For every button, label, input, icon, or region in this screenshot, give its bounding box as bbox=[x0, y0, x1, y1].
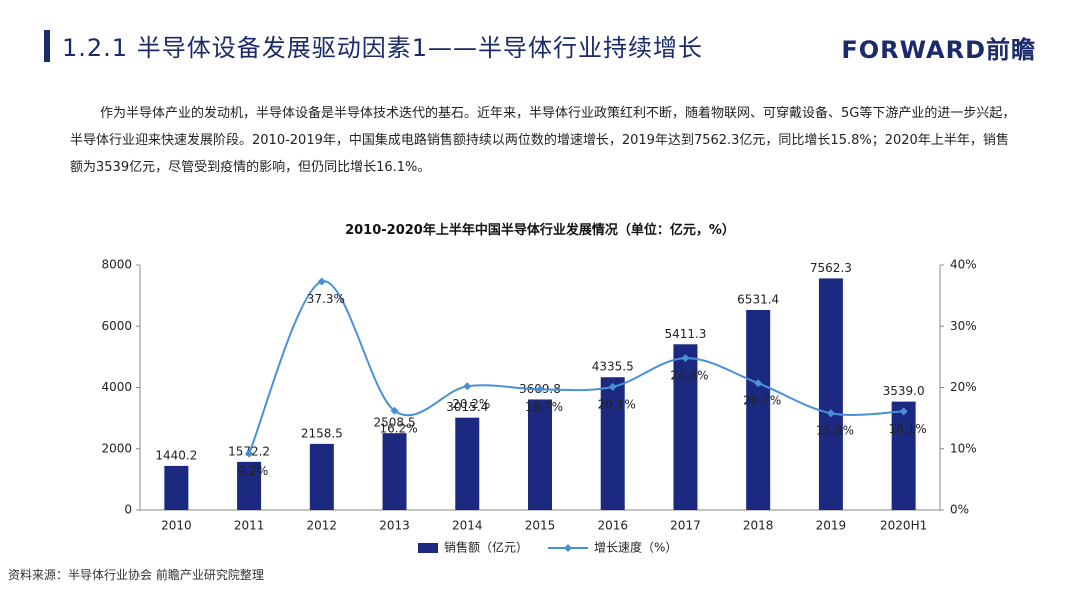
line bbox=[248, 280, 904, 455]
x-tick-label: 2014 bbox=[452, 519, 483, 533]
bar bbox=[528, 399, 552, 510]
y-tick-label: 4000 bbox=[101, 380, 132, 394]
line-label: 19.7% bbox=[525, 400, 563, 414]
line-label: 20.7% bbox=[743, 394, 781, 408]
legend-label: 增长速度（%） bbox=[594, 540, 677, 555]
line-marker bbox=[826, 409, 835, 418]
bar-label: 2508.5 bbox=[374, 416, 416, 430]
line-marker bbox=[463, 382, 472, 391]
line-marker bbox=[754, 379, 763, 388]
bar-label: 3015.4 bbox=[446, 400, 488, 414]
line-marker bbox=[899, 407, 908, 416]
legend-label: 销售额（亿元） bbox=[444, 540, 528, 555]
line-label: 20.1% bbox=[598, 397, 636, 411]
y-tick-label: 8000 bbox=[101, 258, 132, 272]
line-label: 20.2% bbox=[452, 397, 490, 411]
title-bar bbox=[44, 30, 50, 62]
bar-label: 6531.4 bbox=[737, 292, 779, 306]
logo: FORWARD前瞻 bbox=[841, 36, 1036, 64]
slide-title: 1.2.1 半导体设备发展驱动因素1——半导体行业持续增长 bbox=[62, 34, 703, 62]
y2-tick-label: 30% bbox=[950, 319, 977, 333]
legend-swatch bbox=[564, 544, 572, 552]
line-label: 37.3% bbox=[307, 292, 345, 306]
chart-title: 2010-2020年上半年中国半导体行业发展情况（单位：亿元，%） bbox=[345, 223, 735, 238]
x-tick-label: 2012 bbox=[307, 519, 338, 533]
bar-label: 5411.3 bbox=[664, 327, 706, 341]
x-tick-label: 2010 bbox=[161, 519, 192, 533]
bar bbox=[818, 278, 843, 510]
bar bbox=[673, 344, 698, 510]
x-tick-label: 2011 bbox=[234, 519, 265, 533]
line-marker bbox=[536, 385, 544, 394]
y-tick-label: 0 bbox=[124, 503, 132, 517]
x-tick-label: 2019 bbox=[816, 519, 847, 533]
line-label: 9.2% bbox=[238, 464, 269, 478]
y-tick-label: 6000 bbox=[101, 319, 132, 333]
bar-label: 4335.5 bbox=[592, 360, 634, 374]
y2-tick-label: 10% bbox=[950, 441, 977, 455]
legend-swatch bbox=[418, 543, 438, 553]
y2-tick-label: 20% bbox=[950, 380, 977, 394]
bar-label: 7562.3 bbox=[810, 261, 852, 275]
bar bbox=[600, 377, 625, 510]
y2-tick-label: 0% bbox=[950, 503, 969, 517]
bar bbox=[746, 309, 771, 510]
x-tick-label: 2020H1 bbox=[880, 519, 927, 533]
bar-label: 2158.5 bbox=[301, 426, 343, 440]
bar bbox=[309, 443, 334, 510]
y-tick-label: 2000 bbox=[101, 441, 132, 455]
bar-label: 3539.0 bbox=[883, 384, 925, 398]
x-tick-label: 2017 bbox=[670, 519, 701, 533]
line-marker bbox=[681, 354, 690, 363]
line-label: 15.8% bbox=[816, 424, 854, 438]
line-marker bbox=[608, 382, 617, 391]
bar bbox=[455, 417, 480, 510]
line-marker bbox=[390, 406, 399, 415]
bar bbox=[237, 461, 262, 510]
paragraph: 作为半导体产业的发动机，半导体设备是半导体技术迭代的基石。近年来，半导体行业政策… bbox=[70, 106, 1016, 175]
line-label: 24.8% bbox=[670, 369, 708, 383]
x-tick-label: 2015 bbox=[525, 519, 556, 533]
bar bbox=[891, 401, 916, 510]
x-tick-label: 2013 bbox=[379, 519, 410, 533]
line-marker bbox=[245, 449, 254, 458]
x-tick-label: 2016 bbox=[597, 519, 628, 533]
source: 资料来源：半导体行业协会 前瞻产业研究院整理 bbox=[8, 568, 264, 582]
line-label: 16.2% bbox=[379, 421, 417, 435]
y2-tick-label: 40% bbox=[950, 258, 977, 272]
bar bbox=[382, 433, 407, 510]
line-marker bbox=[317, 277, 326, 286]
line-label: 16.1% bbox=[889, 422, 927, 436]
x-tick-label: 2018 bbox=[743, 519, 774, 533]
bar bbox=[164, 465, 189, 510]
bar-label: 1440.2 bbox=[155, 448, 197, 462]
